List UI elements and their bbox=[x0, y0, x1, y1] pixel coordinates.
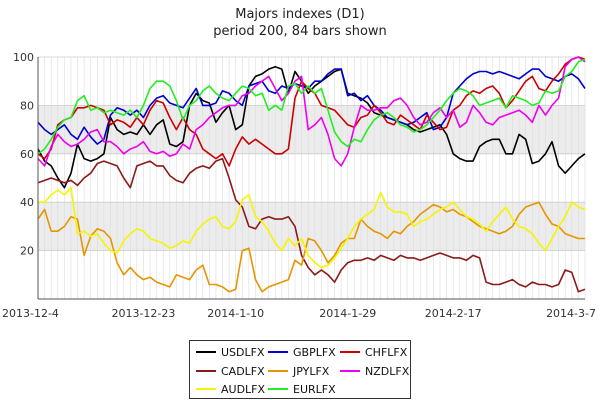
y-tick-label: 60 bbox=[20, 148, 34, 161]
legend-label-gbplfx: GBPLFX bbox=[293, 346, 336, 359]
legend-label-usdlfx: USDLFX bbox=[221, 346, 265, 359]
series-line-chflfx bbox=[37, 56, 586, 167]
legend-box bbox=[189, 340, 411, 399]
series-line-gbplfx bbox=[37, 68, 586, 145]
x-tick-label: 2013-12-4 bbox=[2, 307, 59, 320]
x-tick-label: 2014-1-10 bbox=[207, 307, 264, 320]
tick-labels: 20 40 60 80 100 2013-12-4 2013-12-23 2014-1-10 2… bbox=[2, 51, 596, 320]
chart-title: Majors indexes (D1) bbox=[235, 7, 365, 22]
chart-subtitle: period 200, 84 bars shown bbox=[213, 24, 387, 39]
legend: USDLFX GBPLFX CHFLFX CADLFX JPYLFX NZDLFX AUDL… bbox=[189, 340, 411, 399]
series-line-jpylfx bbox=[37, 201, 585, 293]
legend-label-eurlfx: EURLFX bbox=[293, 383, 336, 396]
y-tick-label: 40 bbox=[20, 196, 34, 209]
x-tick-label: 2013-12-23 bbox=[111, 307, 175, 320]
axes bbox=[37, 57, 585, 300]
legend-label-jpylfx: JPYLFX bbox=[292, 365, 330, 378]
series-line-cadlfx bbox=[37, 157, 586, 293]
series-line-nzdlfx bbox=[37, 56, 586, 167]
grid-lines bbox=[37, 56, 586, 299]
legend-label-chflfx: CHFLFX bbox=[365, 346, 408, 359]
legend-label-nzdlfx: NZDLFX bbox=[365, 365, 410, 378]
x-tick-label: 2014-3-7 bbox=[546, 307, 596, 320]
y-tick-label: 80 bbox=[20, 99, 34, 112]
x-tick-label: 2014-2-17 bbox=[425, 307, 482, 320]
y-tick-label: 20 bbox=[20, 245, 34, 258]
y-tick-label: 100 bbox=[13, 51, 34, 64]
series-line-eurlfx bbox=[37, 58, 586, 155]
series-lines bbox=[37, 56, 586, 293]
legend-label-audlfx: AUDLFX bbox=[221, 383, 266, 396]
x-tick-label: 2014-1-29 bbox=[319, 307, 376, 320]
shaded-band-0 bbox=[38, 202, 585, 251]
legend-label-cadlfx: CADLFX bbox=[221, 365, 265, 378]
series-line-audlfx bbox=[38, 186, 586, 269]
